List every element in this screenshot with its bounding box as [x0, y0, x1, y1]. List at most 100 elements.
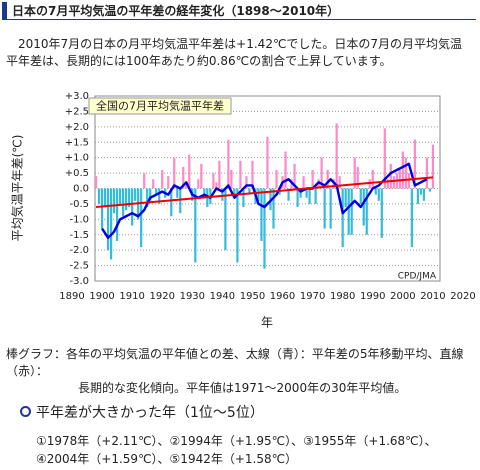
x-tick-label: 2000: [390, 291, 415, 302]
y-tick-label: 0.0: [73, 184, 89, 195]
bar: [97, 188, 101, 204]
bar: [182, 166, 185, 189]
bar: [359, 188, 362, 204]
bar: [380, 188, 383, 238]
caption-line: 棒グラフ：各年の平均気温の平年値との差、太線（青）：平年差の5年移動平均、直線（…: [6, 347, 464, 378]
chart: 平均気温平年差(℃) 年 CPD/JMA +3.0 +2.5 +2.0 +1.5 +1.…: [10, 91, 476, 330]
bar: [296, 188, 299, 207]
bar: [257, 188, 260, 201]
y-tick-label: +1.5: [65, 137, 89, 148]
bar: [365, 188, 368, 235]
bar: [329, 188, 332, 229]
bar: [425, 157, 429, 189]
bar: [428, 188, 432, 192]
bar: [347, 188, 350, 235]
bar: [143, 173, 146, 189]
bar: [422, 188, 425, 201]
bar: [398, 170, 401, 189]
x-tick-label: 2010: [420, 291, 445, 302]
bar: [413, 139, 416, 189]
bar: [341, 188, 344, 248]
source: CPD/JMA: [398, 272, 437, 282]
bar: [311, 170, 314, 189]
bar: [374, 188, 377, 195]
bar: [230, 170, 233, 189]
bar: [134, 188, 137, 201]
bar: [200, 163, 203, 189]
bar: [203, 188, 206, 198]
bar: [197, 179, 200, 189]
bar: [302, 176, 305, 189]
x-tick-label: 1920: [150, 291, 175, 302]
bar: [215, 182, 218, 189]
y-tick-label: +3.0: [65, 91, 89, 102]
y-axis-label: 平均気温平年差(℃): [10, 135, 25, 242]
bar: [353, 157, 356, 189]
bar: [293, 163, 296, 189]
bar: [116, 188, 119, 241]
bar: [239, 160, 242, 189]
y-tick-label: -0.5: [69, 199, 89, 210]
x-tick-label: 1940: [210, 291, 235, 302]
header-title: 日本の7月平均気温の平年差の経年変化（1898～2010年）: [2, 2, 476, 20]
bar: [284, 151, 287, 189]
bar: [323, 188, 326, 229]
x-axis-label: 年: [261, 316, 273, 330]
bar: [305, 188, 308, 198]
bar: [224, 188, 227, 251]
x-tick-label: 1970: [300, 291, 325, 302]
bar: [320, 157, 323, 189]
y-tick-label: +0.5: [65, 168, 89, 179]
bar: [245, 176, 248, 189]
bar: [128, 188, 131, 207]
x-tick-label: 1950: [240, 291, 265, 302]
bar: [152, 179, 155, 189]
bar: [263, 188, 266, 269]
bar: [185, 182, 188, 189]
bar: [260, 188, 263, 241]
x-tick-label: 1960: [270, 291, 295, 302]
y-tick-label: +1.0: [65, 153, 89, 164]
y-tick-label: -3.0: [69, 276, 89, 287]
caption-line: 長期的な変化傾向。平年値は1971～2000年の30年平均値。: [78, 381, 407, 395]
bar: [377, 188, 380, 201]
bar: [194, 188, 197, 263]
y-tick-label: -2.5: [69, 261, 89, 272]
bar: [125, 188, 128, 211]
bar: [272, 188, 275, 229]
trend-line: [95, 176, 434, 208]
bar: [299, 188, 302, 198]
bar: [251, 160, 254, 189]
x-tick-label: 1990: [360, 291, 385, 302]
bar: [242, 188, 245, 207]
moving-average-line: [101, 162, 428, 240]
x-tick-label: 1930: [180, 291, 205, 302]
x-tick-label: 1980: [330, 291, 355, 302]
bar: [173, 157, 176, 189]
chart-title: 全国の7月平均気温平年差: [96, 99, 224, 113]
bar: [392, 176, 395, 189]
bar: [416, 188, 419, 204]
x-tick-label: 2020: [450, 291, 475, 302]
bar: [103, 188, 107, 207]
bar: [401, 151, 404, 189]
bar: [155, 188, 158, 195]
bar: [227, 139, 230, 189]
bar: [158, 188, 161, 204]
bar: [218, 160, 221, 189]
bar: [140, 188, 143, 248]
bar: [149, 188, 152, 201]
caption: 棒グラフ：各年の平均気温の平年値との差、太線（青）：平年差の5年移動平均、直線（…: [6, 346, 476, 397]
bar: [122, 188, 125, 217]
bar: [94, 176, 98, 189]
bar: [110, 188, 113, 260]
bar: [161, 170, 164, 189]
x-tick-label: 1890: [59, 291, 84, 302]
bar: [356, 166, 359, 189]
bar: [383, 128, 386, 189]
y-tick-label: -1.0: [69, 214, 89, 225]
bar: [338, 176, 341, 189]
y-tick-label: -2.0: [69, 245, 89, 256]
bar: [410, 188, 413, 248]
intro-text: 2010年7月の日本の月平均気温平年差は+1.42℃でした。日本の7月の月平均気…: [6, 37, 463, 68]
